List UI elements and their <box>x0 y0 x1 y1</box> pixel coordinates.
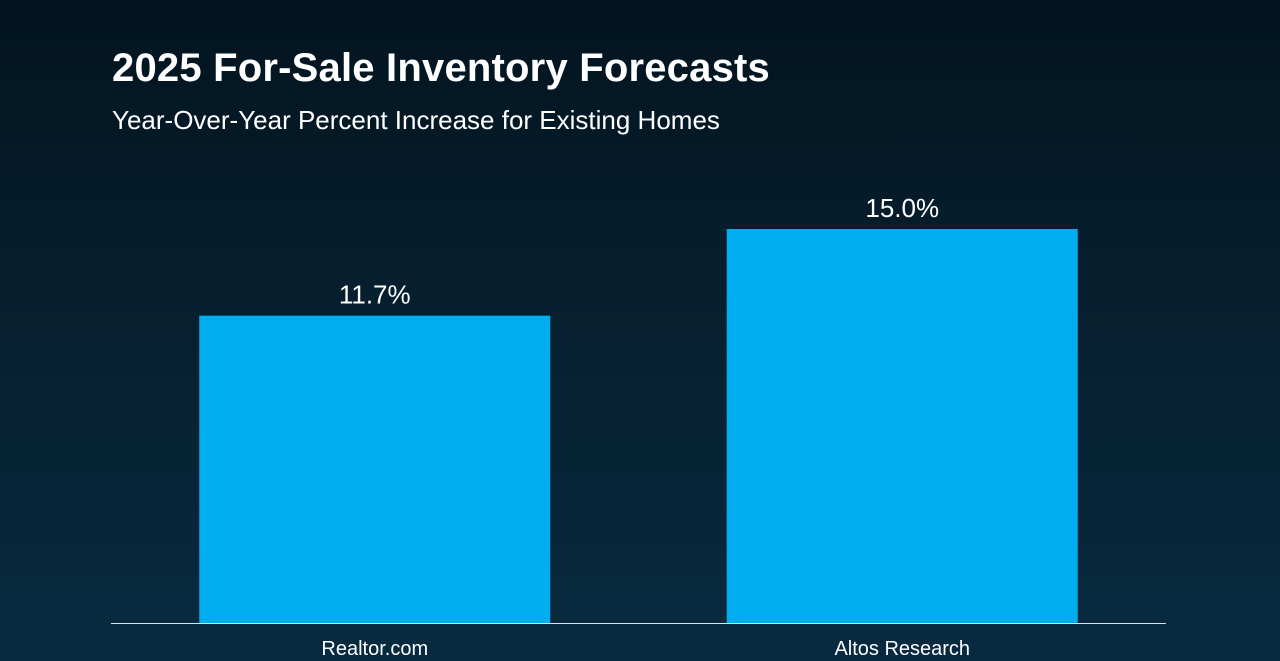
bar-0 <box>199 315 551 623</box>
data-label-1: 15.0% <box>865 193 939 223</box>
category-label-0: Realtor.com <box>321 638 428 660</box>
data-label-0: 11.7% <box>339 280 411 310</box>
bar-1 <box>726 229 1078 623</box>
category-label-1: Altos Research <box>834 638 970 660</box>
chart-subtitle: Year-Over-Year Percent Increase for Exis… <box>112 105 720 135</box>
chart-title: 2025 For-Sale Inventory Forecasts <box>112 46 770 90</box>
